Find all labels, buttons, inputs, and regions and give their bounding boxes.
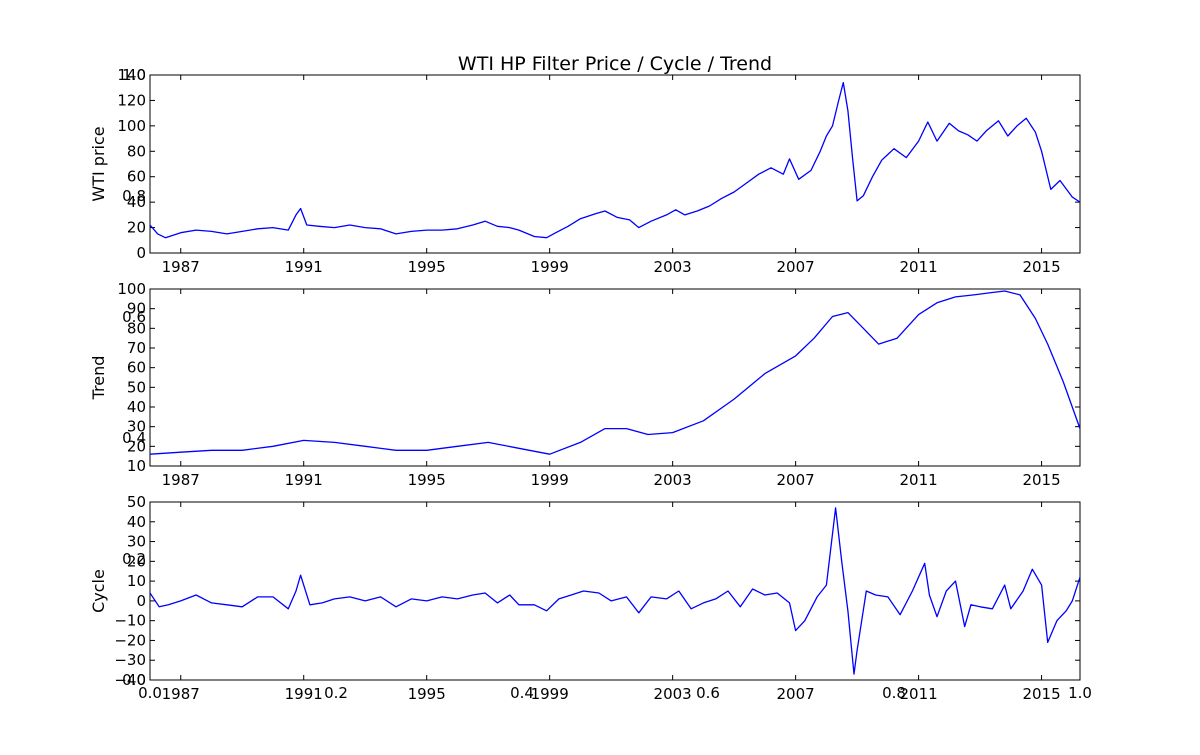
background-x-tick-label: 0.8 xyxy=(882,684,906,702)
background-y-tick-label: 0.8 xyxy=(122,187,146,205)
cycle-x-tick-label: 2007 xyxy=(777,685,815,703)
wti-price-y-tick-label: 0 xyxy=(136,244,146,262)
trend-y-tick-label: 60 xyxy=(127,359,146,377)
background-y-tick-label: 0.6 xyxy=(122,308,146,326)
wti-price-x-tick-label: 2007 xyxy=(777,258,815,276)
wti-price-y-tick-label: 100 xyxy=(117,117,146,135)
background-axis: 0.0 0.2 0.4 0.6 0.8 1.0 1.0 0.8 0.6 0.4 0.2 0.0 xyxy=(122,66,1092,702)
wti-price-x-tick-label: 2003 xyxy=(654,258,692,276)
background-x-tick-label: 0.0 xyxy=(138,684,162,702)
background-y-tick-label: 0.0 xyxy=(122,671,146,689)
trend-x-tick-label: 2007 xyxy=(777,471,815,489)
wti-price-y-tick-label: 40 xyxy=(127,193,146,211)
cycle-y-tick-label: 50 xyxy=(127,493,146,511)
wti-price-y-tick-label: 80 xyxy=(127,142,146,160)
cycle-y-tick-label: −30 xyxy=(114,651,146,669)
cycle-y-tick-label: 20 xyxy=(127,552,146,570)
wti-price-x-tick-label: 1995 xyxy=(408,258,446,276)
trend-y-tick-label: 90 xyxy=(127,300,146,318)
trend-y-tick-label: 50 xyxy=(127,378,146,396)
wti-price-x-tick-label: 1987 xyxy=(162,258,200,276)
trend-y-tick-label: 10 xyxy=(127,457,146,475)
chart-title: WTI HP Filter Price / Cycle / Trend xyxy=(458,53,772,75)
cycle-x-tick-label: 2003 xyxy=(654,685,692,703)
wti-price-x-tick-label: 2015 xyxy=(1022,258,1060,276)
cycle-axes-frame xyxy=(149,501,1081,681)
cycle-x-tick-label: 2015 xyxy=(1022,685,1060,703)
wti-price-panel: 0 20 40 60 80 100 120 140 1987 1991 1995 1999 2003 20… xyxy=(89,66,1081,276)
background-x-tick-label: 0.4 xyxy=(510,684,534,702)
trend-y-tick-label: 20 xyxy=(127,437,146,455)
cycle-x-tick-label: 2011 xyxy=(900,685,938,703)
wti-price-series-line xyxy=(150,81,1080,239)
background-x-tick-label: 1.0 xyxy=(1068,684,1092,702)
trend-y-axis-label: Trend xyxy=(89,356,108,401)
cycle-x-tick-label: 1987 xyxy=(162,685,200,703)
cycle-y-tick-label: −40 xyxy=(114,671,146,689)
wti-price-y-tick-label: 140 xyxy=(117,66,146,84)
cycle-y-tick-label: 30 xyxy=(127,533,146,551)
background-x-tick-label: 0.6 xyxy=(696,684,720,702)
wti-price-y-tick-label: 120 xyxy=(117,91,146,109)
trend-x-tick-label: 1987 xyxy=(162,471,200,489)
trend-x-tick-label: 2011 xyxy=(900,471,938,489)
trend-y-tick-label: 40 xyxy=(127,398,146,416)
background-y-tick-label: 1.0 xyxy=(122,66,146,84)
cycle-y-axis-label: Cycle xyxy=(89,569,108,613)
wti-price-axes-frame xyxy=(149,74,1081,254)
trend-x-tick-label: 1995 xyxy=(408,471,446,489)
trend-y-tick-label: 80 xyxy=(127,319,146,337)
background-x-tick-label: 0.2 xyxy=(324,684,348,702)
wti-price-y-axis-label: WTI price xyxy=(89,126,108,201)
trend-x-tick-label: 2015 xyxy=(1022,471,1060,489)
cycle-y-tick-label: −20 xyxy=(114,631,146,649)
trend-y-tick-label: 30 xyxy=(127,418,146,436)
trend-y-tick-label: 100 xyxy=(117,280,146,298)
cycle-y-tick-label: 40 xyxy=(127,513,146,531)
trend-x-tick-label: 2003 xyxy=(654,471,692,489)
wti-price-y-tick-label: 20 xyxy=(127,219,146,237)
trend-series-line xyxy=(150,290,1080,455)
background-y-tick-label: 0.2 xyxy=(122,550,146,568)
cycle-y-tick-label: 0 xyxy=(136,592,146,610)
wti-price-x-tick-label: 1991 xyxy=(285,258,323,276)
cycle-y-tick-label: 10 xyxy=(127,572,146,590)
cycle-x-tick-label: 1999 xyxy=(531,685,569,703)
cycle-x-tick-label: 1995 xyxy=(408,685,446,703)
wti-price-y-tick-label: 60 xyxy=(127,168,146,186)
trend-x-tick-label: 1999 xyxy=(531,471,569,489)
trend-y-tick-label: 70 xyxy=(127,339,146,357)
trend-axes-frame xyxy=(149,288,1081,467)
cycle-y-tick-label: −10 xyxy=(114,612,146,630)
wti-price-x-tick-label: 2011 xyxy=(900,258,938,276)
cycle-series-line xyxy=(150,507,1080,675)
background-y-tick-label: 0.4 xyxy=(122,429,146,447)
trend-x-tick-label: 1991 xyxy=(285,471,323,489)
cycle-x-tick-label: 1991 xyxy=(285,685,323,703)
wti-price-x-tick-label: 1999 xyxy=(531,258,569,276)
